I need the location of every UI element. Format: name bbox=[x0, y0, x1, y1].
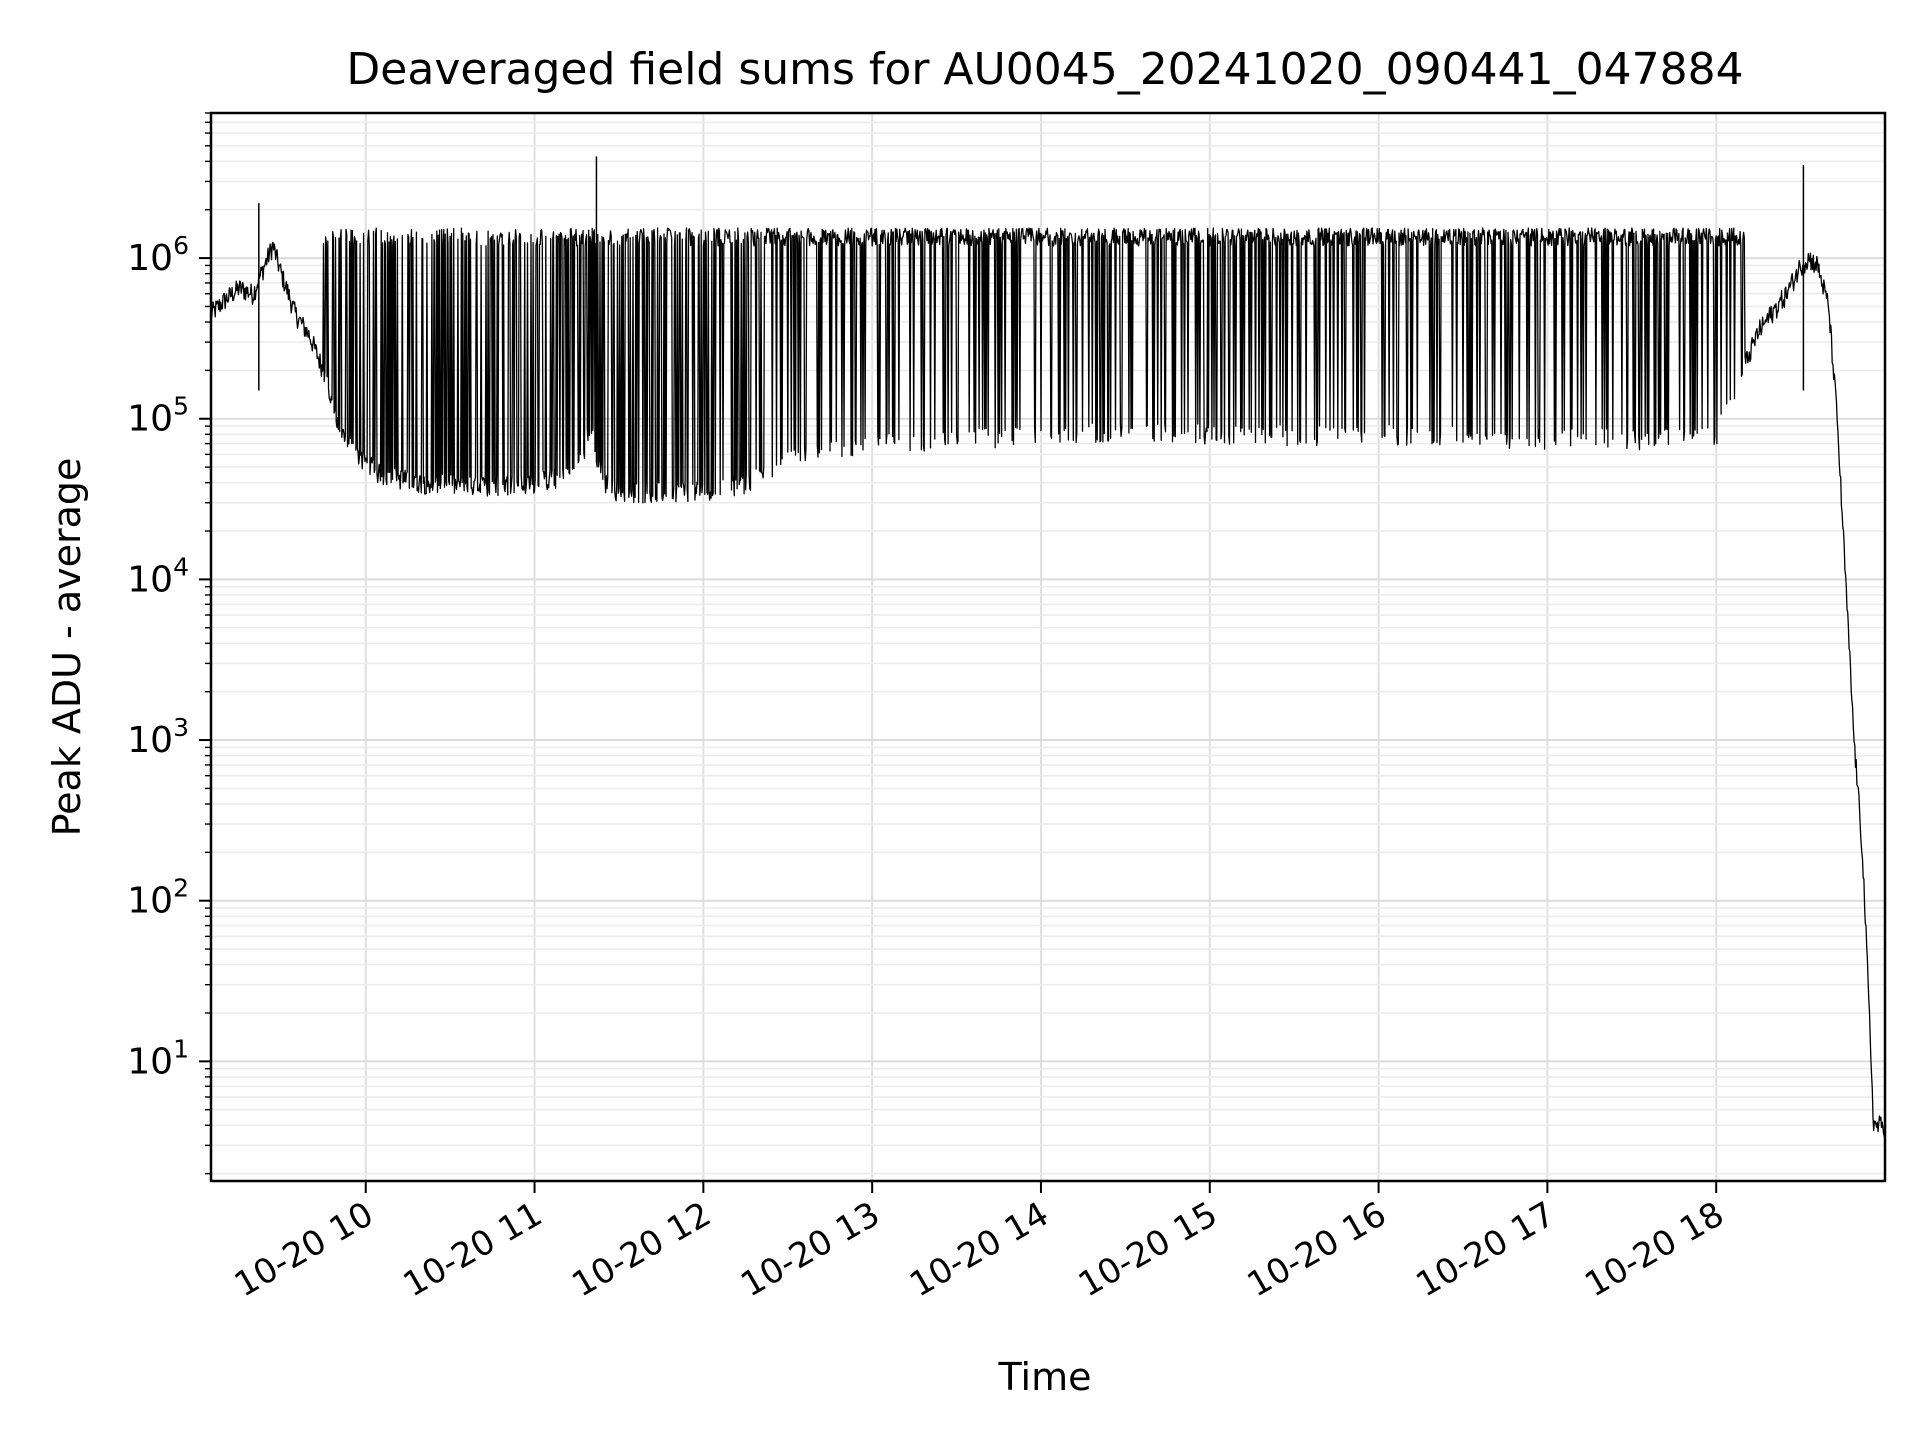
chart-title: Deaveraged field sums for AU0045_2024102… bbox=[346, 44, 1743, 95]
y-tick-label: 106 bbox=[127, 231, 189, 279]
y-axis-ticks: 101 102 103 104 105 106 bbox=[127, 112, 211, 1175]
series-layer bbox=[210, 156, 1886, 1138]
y-tick-label: 105 bbox=[127, 392, 189, 440]
y-tick-label: 103 bbox=[127, 713, 189, 761]
y-axis-label: Peak ADU - average bbox=[45, 458, 89, 837]
x-axis-label: Time bbox=[998, 1355, 1092, 1399]
y-tick-label: 102 bbox=[127, 874, 189, 922]
plot-frame bbox=[209, 111, 1887, 1183]
y-tick-label: 101 bbox=[127, 1034, 189, 1082]
y-tick-label: 104 bbox=[127, 552, 189, 600]
series-line bbox=[210, 227, 1886, 1138]
